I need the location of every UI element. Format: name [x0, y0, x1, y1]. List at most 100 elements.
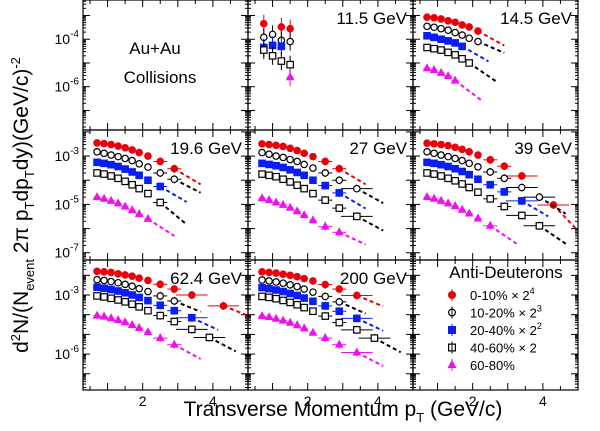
data-point-4	[486, 195, 495, 203]
data-point-4	[114, 174, 122, 183]
series-group	[422, 13, 505, 102]
y-tick-label: 10-3	[55, 146, 80, 164]
data-point-2	[121, 280, 129, 289]
data-point-3	[114, 162, 122, 171]
data-point-4	[100, 293, 108, 301]
fit-line	[223, 304, 248, 317]
data-point-3	[107, 285, 115, 294]
x-tick-label: 4	[209, 393, 217, 409]
data-point-2	[114, 152, 122, 161]
data-point-2	[144, 287, 152, 296]
data-point-5	[299, 323, 309, 332]
data-point-1	[100, 268, 108, 276]
y-axis-title: d2N/(Nevent 2π pTdpTdy)(GeV/c)-2	[8, 57, 37, 353]
data-point-2	[451, 154, 459, 163]
data-point-1	[423, 139, 431, 148]
data-point-2	[451, 28, 459, 37]
data-point-1	[259, 19, 268, 28]
data-point-4	[423, 43, 431, 52]
data-point-1	[423, 13, 431, 21]
data-point-4	[277, 57, 286, 65]
data-point-4	[258, 292, 266, 301]
panels-layer: 10-4 10-6 11.5 GeV 14.5 GeV 10-3 10-5 10-7 19.6…	[55, 0, 579, 409]
data-point-3	[286, 166, 294, 174]
data-point-2	[114, 278, 122, 287]
data-point-4	[156, 198, 165, 207]
data-point-4	[500, 202, 509, 211]
fit-line	[356, 187, 384, 204]
data-point-5	[257, 193, 267, 202]
data-point-4	[100, 170, 108, 178]
data-point-2	[121, 154, 129, 163]
data-point-5	[92, 192, 102, 201]
data-point-5	[308, 327, 318, 336]
data-point-5	[271, 197, 281, 206]
data-point-3	[144, 176, 152, 185]
x-tick-label: 4	[539, 393, 547, 409]
y-tick-label: 10-6	[55, 344, 80, 362]
data-point-4	[286, 298, 294, 307]
data-point-1	[272, 269, 280, 277]
data-point-4	[121, 177, 129, 186]
data-point-2	[518, 183, 526, 192]
data-point-2	[293, 157, 301, 166]
data-point-1	[107, 140, 115, 149]
x-tick-label: 2	[304, 393, 312, 409]
data-point-1	[293, 146, 301, 155]
data-point-3	[277, 42, 286, 51]
data-point-1	[444, 16, 452, 25]
fit-line	[477, 30, 505, 47]
data-point-3	[293, 168, 301, 177]
data-point-5	[99, 311, 109, 320]
data-point-3	[300, 171, 308, 180]
fit-line	[338, 167, 367, 186]
data-point-1	[286, 271, 294, 280]
data-point-2	[300, 160, 308, 169]
data-point-3	[465, 170, 473, 179]
data-point-2	[321, 169, 330, 177]
fit-line	[461, 45, 489, 63]
panel-39: 39 GeV	[412, 129, 579, 261]
data-point-4	[293, 300, 301, 309]
data-point-3	[279, 163, 287, 172]
data-point-2	[258, 276, 266, 284]
data-point-2	[107, 151, 115, 159]
data-point-3	[474, 175, 482, 184]
data-point-3	[518, 197, 526, 205]
data-point-3	[451, 39, 459, 47]
data-point-5	[264, 312, 274, 321]
data-point-2	[458, 31, 466, 39]
data-point-5	[285, 72, 295, 81]
panel-19.6: 10-3 10-5 10-7 19.6 GeV	[55, 129, 249, 261]
data-point-3	[279, 287, 287, 296]
data-point-1	[121, 144, 129, 152]
data-point-5	[473, 213, 483, 222]
fit-line	[552, 204, 578, 233]
data-point-2	[474, 37, 482, 46]
energy-label: 19.6 GeV	[170, 139, 242, 158]
data-point-1	[486, 156, 495, 164]
panel-14.5: 14.5 GeV	[412, 0, 579, 131]
data-point-5	[169, 339, 179, 348]
data-point-4	[430, 44, 438, 53]
data-point-1	[265, 268, 273, 277]
energy-label: 200 GeV	[340, 269, 408, 288]
data-point-1	[265, 140, 273, 149]
series-group	[92, 139, 202, 237]
data-point-4	[451, 51, 459, 59]
data-point-2	[465, 34, 473, 43]
data-point-5	[464, 208, 474, 217]
data-point-2	[293, 282, 301, 291]
fit-line	[173, 167, 202, 186]
data-point-2	[128, 156, 136, 165]
y-tick-label: 10-6	[55, 77, 80, 95]
data-point-1	[286, 24, 294, 33]
data-point-3	[128, 168, 136, 176]
fit-line	[454, 79, 483, 102]
data-point-5	[134, 323, 144, 332]
data-point-3	[353, 314, 361, 323]
data-point-1	[437, 15, 445, 23]
fit-line	[356, 294, 384, 308]
data-point-4	[430, 170, 438, 178]
data-point-3	[265, 284, 273, 293]
